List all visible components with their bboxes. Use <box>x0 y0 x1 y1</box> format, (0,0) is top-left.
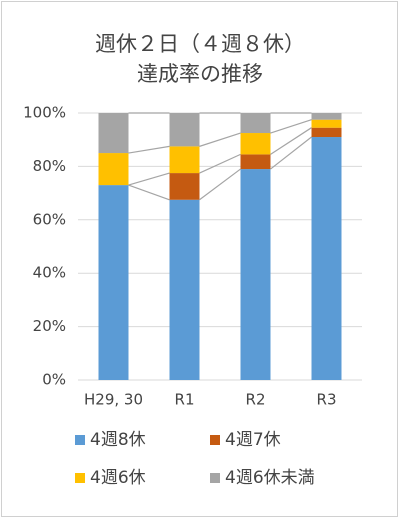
bar-segment <box>98 185 129 380</box>
y-tick-label: 20% <box>33 317 66 335</box>
bar-segment <box>169 146 200 174</box>
bar-segment <box>240 113 271 134</box>
y-tick-label: 0% <box>42 371 66 389</box>
y-tick-label: 80% <box>33 157 66 175</box>
legend-swatch <box>75 435 85 445</box>
bar-segment <box>311 113 342 120</box>
chart-title: 達成率の推移 <box>137 62 263 86</box>
legend-swatch <box>210 435 220 445</box>
series-line <box>199 153 241 174</box>
bar-segment <box>311 137 342 380</box>
legend-label: 4週6休 <box>90 468 146 488</box>
series-line <box>270 119 312 134</box>
legend-label: 4週6休未満 <box>225 468 315 488</box>
y-tick-label: 100% <box>23 104 66 122</box>
x-tick-label: R3 <box>317 391 337 409</box>
bar-segment <box>311 127 342 138</box>
legend-label: 4週7休 <box>225 430 281 450</box>
bar-segment <box>98 153 129 186</box>
series-line <box>128 184 170 201</box>
legend-swatch <box>210 473 220 483</box>
chart-title: 週休２日（４週８休） <box>95 32 305 56</box>
bar-segment <box>240 169 271 380</box>
series-line <box>270 127 312 155</box>
y-tick-label: 60% <box>33 210 66 228</box>
bar-segment <box>169 113 200 147</box>
bar-segment <box>98 113 129 154</box>
series-line <box>270 136 312 170</box>
x-tick-label: R1 <box>175 391 195 409</box>
series-line <box>199 132 241 147</box>
bar-segment <box>169 173 200 200</box>
bar-segment <box>240 154 271 170</box>
series-line <box>128 172 170 186</box>
bar-segment <box>169 199 200 380</box>
x-tick-label: R2 <box>246 391 266 409</box>
series-line <box>128 145 170 154</box>
x-tick-label: H29, 30 <box>84 391 143 409</box>
y-tick-label: 40% <box>33 264 66 282</box>
bar-segment <box>311 119 342 128</box>
series-line <box>199 168 241 201</box>
legend-label: 4週8休 <box>90 430 146 450</box>
bar-segment <box>240 133 271 155</box>
legend-swatch <box>75 473 85 483</box>
